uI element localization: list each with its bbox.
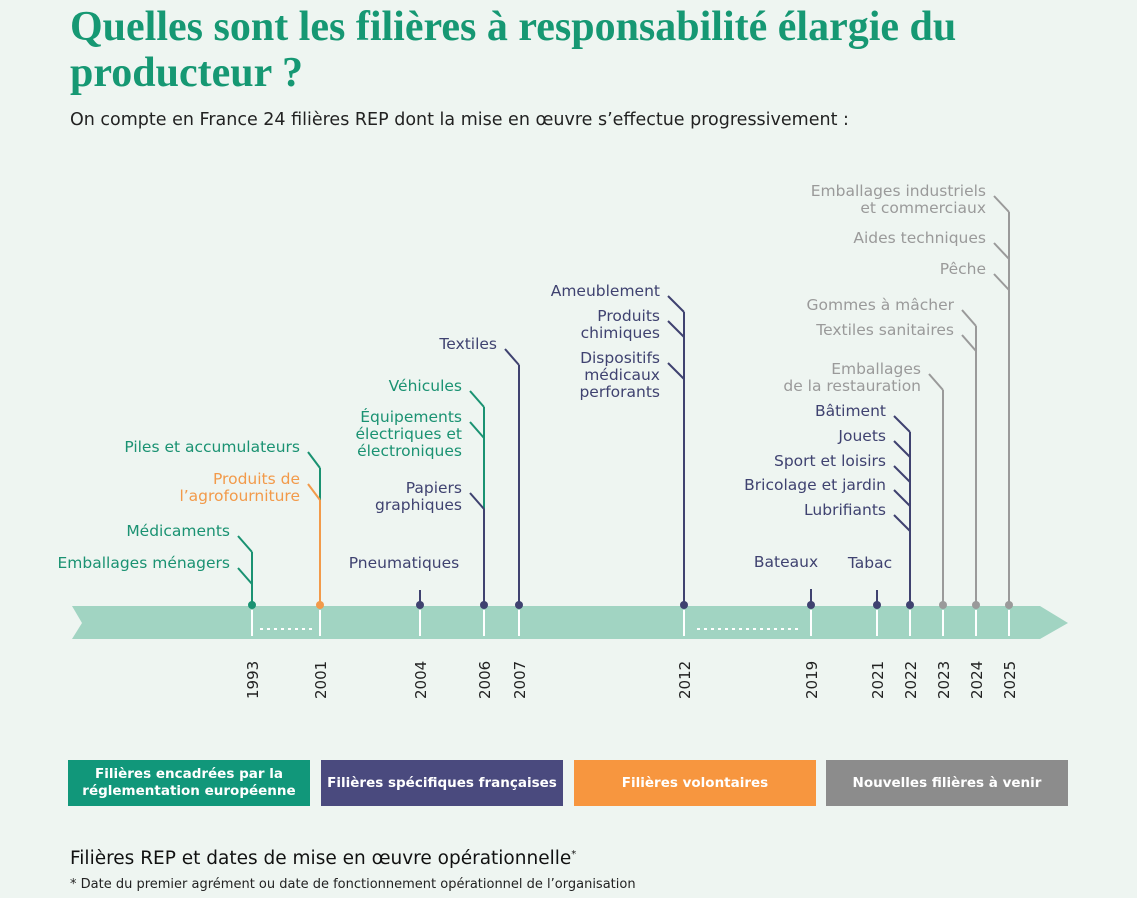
year-label: 2012 bbox=[676, 661, 694, 699]
connector bbox=[469, 492, 485, 510]
entry-label: Véhicules bbox=[388, 377, 462, 395]
entry-label: Bateaux bbox=[753, 553, 819, 571]
connector bbox=[469, 390, 485, 408]
entry-label: Produits chimiques bbox=[580, 307, 660, 342]
connector bbox=[237, 535, 253, 553]
entry-label: Bâtiment bbox=[814, 402, 886, 420]
entry-label: Tabac bbox=[847, 554, 893, 572]
connector bbox=[237, 567, 253, 585]
connector bbox=[307, 483, 321, 501]
year-label: 2022 bbox=[902, 661, 920, 699]
year-dot bbox=[906, 601, 914, 609]
connector bbox=[469, 421, 485, 439]
entry-label: Gommes à mâcher bbox=[806, 296, 954, 314]
year-dot bbox=[316, 601, 324, 609]
year-dot bbox=[972, 601, 980, 609]
entry-label: Bricolage et jardin bbox=[744, 476, 886, 494]
year-label: 2021 bbox=[869, 661, 887, 699]
entry-label: Ameublement bbox=[550, 282, 660, 300]
legend-item: Filières volontaires bbox=[574, 760, 816, 806]
year-dot bbox=[1005, 601, 1013, 609]
year-label: 2001 bbox=[312, 661, 330, 699]
year-label: 1993 bbox=[244, 661, 262, 699]
year-dot bbox=[515, 601, 523, 609]
connector bbox=[893, 465, 911, 483]
connector bbox=[928, 373, 944, 391]
year-dot bbox=[248, 601, 256, 609]
year-label: 2007 bbox=[511, 661, 529, 699]
legend-item: Nouvelles filières à venir bbox=[826, 760, 1068, 806]
entry-label: Produits de l’agrofourniture bbox=[179, 470, 300, 505]
connector bbox=[961, 334, 977, 352]
entry-label: Papiers graphiques bbox=[375, 479, 462, 514]
connector bbox=[667, 295, 685, 313]
year-dot bbox=[480, 601, 488, 609]
connector bbox=[307, 451, 321, 469]
entry-label: Pneumatiques bbox=[348, 554, 460, 572]
entry-label: Emballages ménagers bbox=[57, 554, 231, 572]
year-label: 2019 bbox=[803, 661, 821, 699]
legend-item: Filières spécifiques françaises bbox=[321, 760, 563, 806]
entry-label: Textiles bbox=[439, 335, 497, 353]
entry-label: Jouets bbox=[838, 427, 886, 445]
year-label: 2023 bbox=[935, 661, 953, 699]
year-dot bbox=[680, 601, 688, 609]
connector bbox=[893, 415, 911, 433]
timeline-band bbox=[72, 606, 1068, 639]
year-label: 2004 bbox=[412, 661, 430, 699]
footer-mark: * bbox=[571, 848, 577, 860]
footer-title: Filières REP et dates de mise en œuvre o… bbox=[70, 848, 576, 869]
connector bbox=[667, 320, 685, 338]
footer-note: * Date du premier agrément ou date de fo… bbox=[70, 877, 636, 892]
entry-label: Médicaments bbox=[126, 522, 230, 540]
year-dot bbox=[416, 601, 424, 609]
entry-label: Emballages de la restauration bbox=[783, 360, 921, 395]
connector bbox=[893, 489, 911, 507]
connector bbox=[993, 242, 1010, 260]
year-label: 2006 bbox=[476, 661, 494, 699]
entry-label: Dispositifs médicaux perforants bbox=[579, 349, 660, 401]
entry-label: Lubrifiants bbox=[804, 501, 886, 519]
entry-label: Piles et accumulateurs bbox=[124, 438, 300, 456]
connector bbox=[961, 309, 977, 327]
year-dot bbox=[807, 601, 815, 609]
entry-label: Sport et loisirs bbox=[773, 452, 886, 470]
entry-label: Pêche bbox=[939, 260, 986, 278]
entry-label: Textiles sanitaires bbox=[816, 321, 954, 339]
footer-title-text: Filières REP et dates de mise en œuvre o… bbox=[70, 848, 572, 869]
year-label: 2025 bbox=[1001, 661, 1019, 699]
subtitle: On compte en France 24 filières REP dont… bbox=[70, 110, 849, 130]
entry-label: Emballages industriels et commerciaux bbox=[810, 182, 986, 217]
connector bbox=[893, 440, 911, 458]
connector bbox=[993, 195, 1010, 213]
year-dot bbox=[873, 601, 881, 609]
entry-label: Équipements électriques et électroniques bbox=[355, 408, 462, 460]
legend-item: Filières encadrées par la réglementation… bbox=[68, 760, 310, 806]
title: Quelles sont les filières à responsabili… bbox=[70, 4, 957, 96]
connector bbox=[993, 273, 1010, 291]
year-label: 2024 bbox=[968, 661, 986, 699]
connector bbox=[667, 362, 685, 380]
year-dot bbox=[939, 601, 947, 609]
connector bbox=[504, 348, 520, 366]
connector bbox=[893, 514, 911, 532]
entry-label: Aides techniques bbox=[853, 229, 986, 247]
